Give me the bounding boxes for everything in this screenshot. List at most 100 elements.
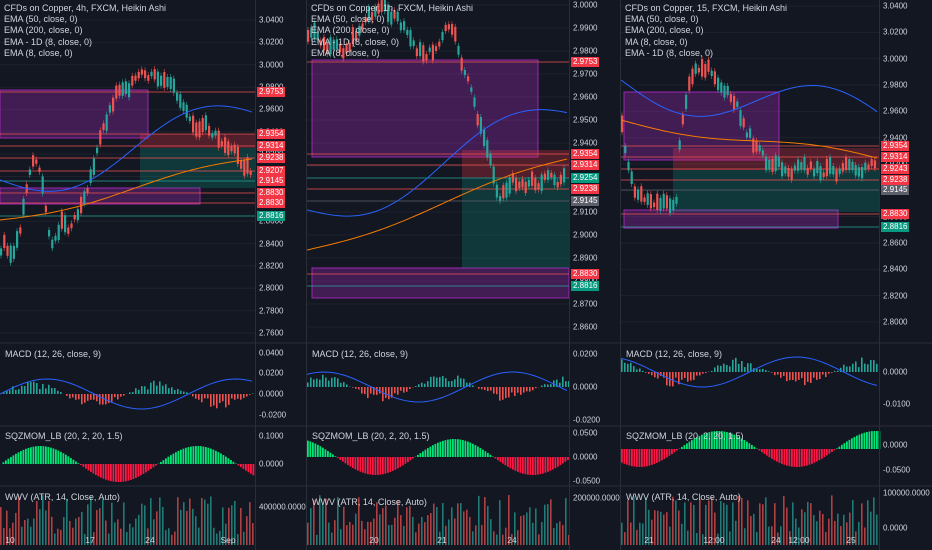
- chart-panel-15m[interactable]: CFDs on Copper, 15, FXCM, Heikin Ashi EM…: [621, 0, 932, 550]
- macd-bar: [27, 381, 29, 394]
- legend-ema8[interactable]: EMA (8, close, 0): [311, 47, 380, 58]
- chart-canvas-1h[interactable]: [307, 0, 620, 550]
- price-badge[interactable]: 2.8816: [257, 211, 286, 221]
- zone-box[interactable]: [462, 178, 569, 268]
- panel-divider[interactable]: [620, 0, 621, 550]
- price-badge[interactable]: 2.9243: [881, 164, 910, 174]
- zone-box[interactable]: [311, 267, 570, 299]
- legend-ema200[interactable]: EMA (200, close, 0): [4, 25, 83, 36]
- ema-line[interactable]: [621, 119, 878, 159]
- macd-label[interactable]: MACD (12, 26, close, 9): [5, 349, 102, 359]
- price-badge[interactable]: 2.8830: [257, 198, 286, 208]
- macd-bar: [858, 367, 860, 372]
- sqzmom-label[interactable]: SQZMOM_LB (20, 2, 20, 1.5): [312, 431, 430, 441]
- legend-symbol[interactable]: CFDs on Copper, 4h, FXCM, Heikin Ashi: [4, 3, 167, 13]
- price-badge[interactable]: 2.9145: [257, 176, 286, 186]
- zone-box[interactable]: [311, 59, 539, 158]
- sqz-bar: [82, 464, 85, 467]
- macd-bar: [30, 382, 32, 394]
- zone-box[interactable]: [0, 89, 149, 139]
- zone-box[interactable]: [140, 134, 255, 148]
- legend-ema50[interactable]: EMA (50, close, 0): [4, 14, 78, 25]
- candle-body: [822, 172, 825, 177]
- candle-body: [547, 170, 550, 180]
- zone-box[interactable]: [673, 170, 879, 212]
- ema-line[interactable]: [0, 158, 253, 221]
- candle-body: [160, 75, 163, 86]
- legend-ema200[interactable]: EMA (200, close, 0): [311, 25, 390, 36]
- price-badge[interactable]: 2.8830: [881, 209, 910, 219]
- legend-ema50[interactable]: EMA (50, close, 0): [625, 14, 699, 25]
- price-badge[interactable]: 2.9753: [257, 87, 286, 97]
- candle-body: [515, 177, 518, 192]
- legend-symbol[interactable]: CFDs on Copper, 15, FXCM, Heikin Ashi: [625, 3, 788, 13]
- chart-panel-4h[interactable]: CFDs on Copper, 4h, FXCM, Heikin Ashi EM…: [0, 0, 306, 550]
- price-badge[interactable]: 2.9354: [571, 149, 600, 159]
- macd-label[interactable]: MACD (12, 26, close, 9): [312, 349, 409, 359]
- wwv-bar: [765, 497, 767, 545]
- price-badge[interactable]: 2.9314: [257, 141, 286, 151]
- price-badge[interactable]: 2.9145: [881, 185, 910, 195]
- macd-bar: [138, 389, 140, 394]
- price-badge[interactable]: 2.9314: [571, 160, 600, 170]
- price-axis[interactable]: 3.04003.02003.00002.98002.96002.94002.92…: [255, 0, 306, 550]
- wwv-bar: [451, 507, 453, 545]
- price-badge[interactable]: 2.8830: [257, 188, 286, 198]
- wwv-bar: [9, 528, 11, 545]
- sqzmom-label[interactable]: SQZMOM_LB (20, 2, 20, 1.5): [5, 431, 123, 441]
- legend-ema-1d[interactable]: EMA - 1D (8, close, 0): [4, 36, 93, 47]
- price-badge[interactable]: 2.9238: [881, 175, 910, 185]
- price-badge[interactable]: 2.9354: [257, 129, 286, 139]
- price-badge[interactable]: 2.9238: [571, 184, 600, 194]
- wwv-label[interactable]: WWV (ATR, 14, Close, Auto): [312, 497, 427, 507]
- chart-canvas-15m[interactable]: [621, 0, 932, 550]
- wwv-bar: [322, 504, 324, 545]
- zone-box[interactable]: [623, 209, 839, 229]
- price-badge[interactable]: 2.9753: [571, 57, 600, 67]
- price-badge[interactable]: 2.9207: [257, 166, 286, 176]
- chart-canvas-4h[interactable]: [0, 0, 306, 550]
- price-badge[interactable]: 2.9145: [571, 196, 600, 206]
- chart-panel-1h[interactable]: CFDs on Copper, 1h, FXCM, Heikin Ashi EM…: [307, 0, 620, 550]
- price-badge[interactable]: 2.8816: [881, 222, 910, 232]
- candle-body: [729, 93, 732, 102]
- sqz-bar: [464, 440, 467, 457]
- price-badge[interactable]: 2.9254: [571, 173, 600, 183]
- price-axis[interactable]: 3.0000 2.9900 2.9800 2.9700 2.9600 2.9500 2.94…: [569, 0, 620, 550]
- legend-symbol[interactable]: CFDs on Copper, 1h, FXCM, Heikin Ashi: [311, 3, 474, 13]
- macd-label[interactable]: MACD (12, 26, close, 9): [626, 349, 723, 359]
- price-badge[interactable]: 2.9314: [881, 152, 910, 162]
- ema-line[interactable]: [0, 105, 253, 192]
- wwv-label[interactable]: WWV (ATR, 14, Close, Auto): [5, 492, 120, 502]
- macd-bar: [195, 394, 197, 399]
- legend-ma8[interactable]: MA (8, close, 0): [625, 36, 688, 47]
- panel-divider[interactable]: [306, 0, 307, 550]
- price-badge[interactable]: 2.9354: [881, 141, 910, 151]
- zone-box[interactable]: [0, 187, 201, 205]
- legend-ema8[interactable]: EMA (8, close, 0): [4, 47, 73, 58]
- ema-line[interactable]: [621, 79, 878, 117]
- price-badge[interactable]: 2.8830: [571, 269, 600, 279]
- candle-body: [825, 158, 828, 177]
- sqzmom-label[interactable]: SQZMOM_LB (20, 2, 20, 1.5): [626, 431, 744, 441]
- ema-line[interactable]: [307, 158, 568, 251]
- wwv-bar: [720, 500, 722, 545]
- time-tick: 10: [5, 535, 15, 545]
- legend-ema200[interactable]: EMA (200, close, 0): [625, 25, 704, 36]
- sqz-bar: [110, 464, 112, 482]
- price-badge[interactable]: 2.9238: [257, 153, 286, 163]
- macd-bar: [207, 394, 209, 399]
- legend-ema50[interactable]: EMA (50, close, 0): [311, 14, 385, 25]
- wwv-bar: [657, 510, 659, 545]
- macd-bar: [559, 382, 561, 387]
- legend-ema-1d[interactable]: EMA - 1D (8, close, 0): [625, 47, 714, 58]
- price-badge[interactable]: 2.8816: [571, 281, 600, 291]
- ema-line[interactable]: [307, 109, 568, 217]
- price-axis[interactable]: 3.04003.02003.00002.98002.96002.94002.92…: [879, 0, 932, 550]
- candle-body: [463, 70, 466, 76]
- candle-body: [758, 145, 761, 152]
- wwv-label[interactable]: WWV (ATR, 14, Close, Auto): [626, 492, 741, 502]
- sqz-bar: [552, 457, 554, 470]
- legend-ema-1d[interactable]: EMA - 1D (8, close, 0): [311, 36, 400, 47]
- wwv-bar: [753, 513, 755, 545]
